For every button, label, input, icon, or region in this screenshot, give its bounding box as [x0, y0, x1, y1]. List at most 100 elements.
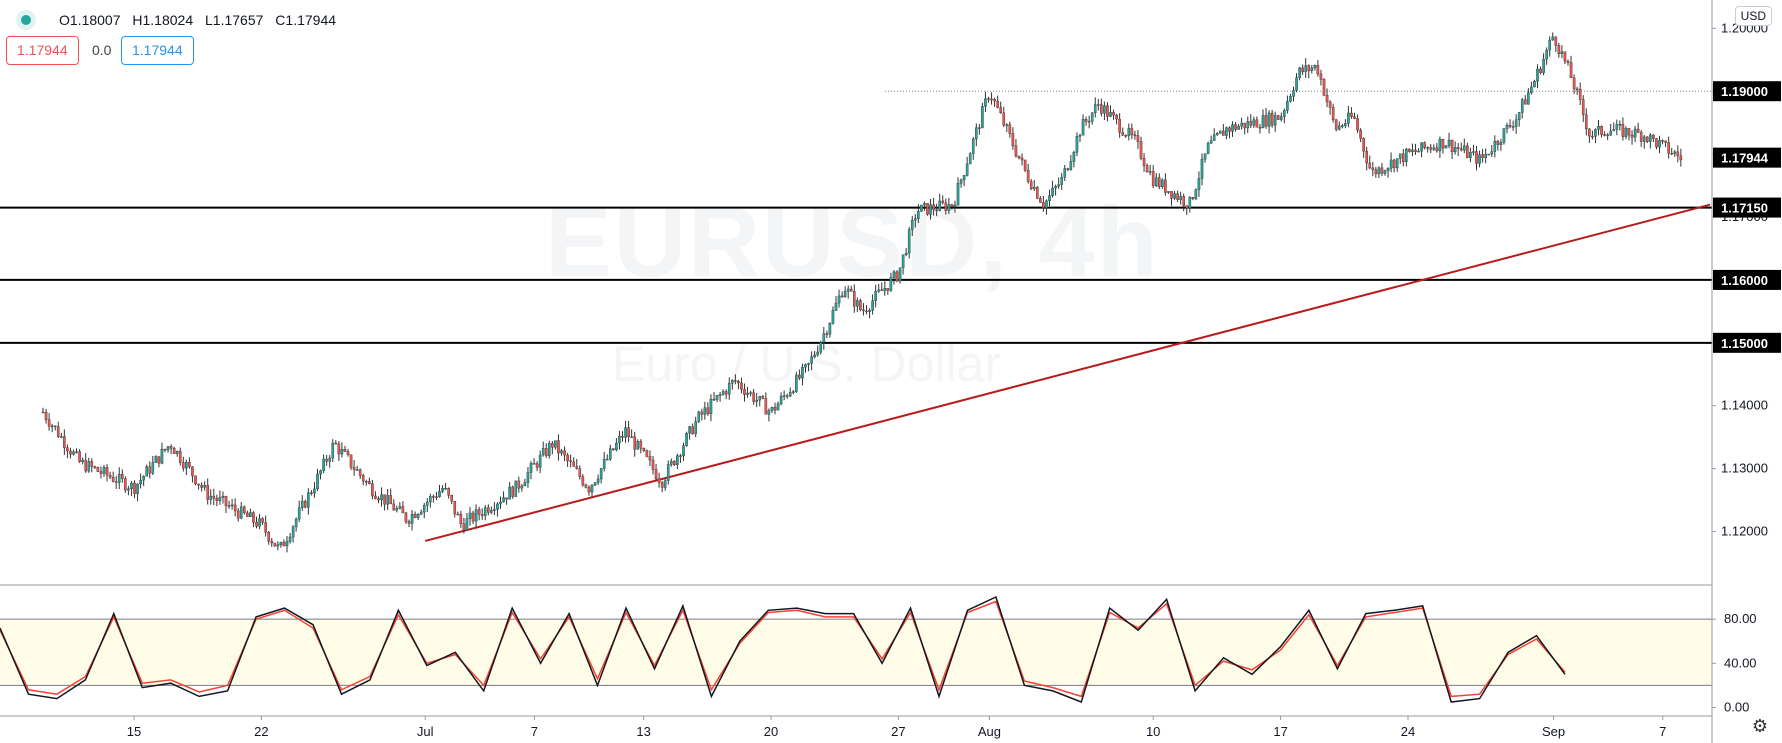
candle[interactable] [136, 483, 139, 502]
candle[interactable] [697, 410, 701, 423]
candle[interactable] [776, 401, 780, 411]
candle[interactable] [114, 475, 118, 489]
candle[interactable] [1121, 127, 1124, 137]
candle[interactable] [78, 449, 81, 463]
candle[interactable] [929, 198, 932, 220]
candle[interactable] [462, 517, 466, 534]
candle[interactable] [1261, 109, 1265, 129]
candle[interactable] [1179, 191, 1182, 205]
candle[interactable] [673, 460, 676, 467]
candle[interactable] [316, 468, 319, 491]
candle[interactable] [432, 494, 435, 503]
candle[interactable] [917, 204, 920, 224]
candle[interactable] [1112, 109, 1115, 120]
candle[interactable] [953, 200, 957, 213]
candle[interactable] [145, 464, 149, 477]
candle[interactable] [581, 474, 585, 487]
candle[interactable] [706, 402, 710, 416]
candle[interactable] [1185, 205, 1189, 215]
candle[interactable] [1337, 121, 1341, 131]
candle[interactable] [172, 446, 176, 454]
candle[interactable] [630, 429, 633, 438]
candle[interactable] [75, 448, 78, 454]
candle[interactable] [154, 455, 158, 463]
candle[interactable] [441, 485, 444, 494]
candle[interactable] [157, 456, 161, 468]
candle[interactable] [270, 538, 274, 547]
candle[interactable] [273, 542, 277, 547]
candle[interactable] [1584, 108, 1588, 136]
candle[interactable] [679, 453, 682, 463]
candle[interactable] [609, 444, 612, 461]
candle[interactable] [709, 394, 713, 422]
candle[interactable] [346, 448, 350, 457]
candle[interactable] [1484, 148, 1487, 164]
candle[interactable] [636, 439, 640, 450]
candle[interactable] [1615, 119, 1619, 136]
candle[interactable] [368, 477, 371, 485]
candle[interactable] [1212, 128, 1216, 141]
candle[interactable] [624, 420, 627, 443]
candle[interactable] [1627, 127, 1631, 141]
candle[interactable] [1093, 97, 1097, 118]
candle[interactable] [142, 475, 145, 487]
candle[interactable] [1545, 47, 1548, 65]
candle[interactable] [947, 197, 951, 215]
candle[interactable] [544, 443, 548, 458]
candle[interactable] [734, 374, 737, 385]
candle[interactable] [105, 464, 109, 482]
candle[interactable] [880, 282, 884, 292]
candle[interactable] [1356, 114, 1359, 133]
candle[interactable] [340, 442, 344, 458]
candle[interactable] [496, 502, 499, 517]
candle[interactable] [1145, 163, 1149, 173]
candle[interactable] [99, 466, 103, 479]
candle[interactable] [279, 541, 283, 548]
candle[interactable] [822, 326, 826, 350]
candle[interactable] [1649, 133, 1652, 149]
candle[interactable] [337, 441, 341, 462]
candle[interactable] [264, 515, 267, 537]
candle[interactable] [670, 458, 673, 467]
buy-button[interactable]: 1.17944 [121, 36, 194, 65]
candle[interactable] [1267, 110, 1271, 134]
candle[interactable] [120, 469, 124, 483]
candle[interactable] [642, 447, 646, 453]
candle[interactable] [1642, 134, 1646, 149]
candle[interactable] [1087, 115, 1091, 129]
candle[interactable] [1578, 82, 1582, 106]
candle[interactable] [1481, 148, 1484, 163]
candle[interactable] [1368, 155, 1372, 170]
candle[interactable] [511, 485, 515, 499]
candle[interactable] [1273, 111, 1277, 132]
candle[interactable] [654, 463, 658, 481]
candle[interactable] [990, 92, 993, 105]
candle[interactable] [831, 306, 835, 325]
candle[interactable] [1658, 135, 1661, 154]
candle[interactable] [859, 298, 862, 312]
candle[interactable] [1670, 148, 1673, 156]
candle[interactable] [69, 447, 72, 459]
candle[interactable] [355, 465, 359, 471]
candle[interactable] [1215, 132, 1219, 136]
candle[interactable] [1002, 106, 1006, 128]
candle[interactable] [514, 480, 518, 497]
candle[interactable] [1569, 55, 1573, 79]
candle[interactable] [691, 423, 694, 435]
candle[interactable] [904, 248, 908, 257]
candle[interactable] [322, 454, 325, 474]
candle[interactable] [1594, 128, 1597, 144]
candle[interactable] [1295, 73, 1298, 93]
candle[interactable] [1362, 137, 1365, 158]
candle[interactable] [764, 392, 768, 415]
candle[interactable] [926, 203, 929, 216]
candle[interactable] [447, 487, 450, 499]
candle[interactable] [1408, 148, 1411, 153]
candle[interactable] [1139, 136, 1143, 161]
candle[interactable] [349, 454, 353, 471]
candle[interactable] [1109, 105, 1112, 118]
candle[interactable] [1588, 128, 1591, 143]
candle[interactable] [1054, 184, 1057, 196]
candle[interactable] [361, 473, 365, 486]
candle[interactable] [593, 482, 597, 487]
